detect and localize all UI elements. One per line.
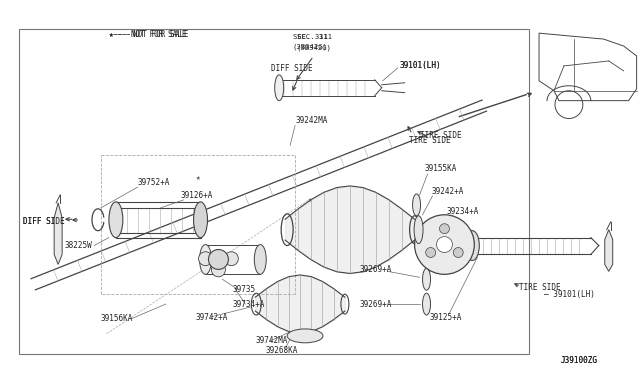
Text: 39269+A: 39269+A: [360, 265, 392, 274]
Circle shape: [225, 252, 238, 266]
Text: ★: ★: [196, 174, 201, 183]
Text: 39234+A: 39234+A: [447, 207, 479, 216]
Text: NOT FOR SALE: NOT FOR SALE: [133, 30, 188, 39]
Ellipse shape: [414, 216, 423, 244]
Ellipse shape: [109, 202, 123, 238]
Text: TIRE SIDE: TIRE SIDE: [420, 131, 461, 140]
Text: 39269+A: 39269+A: [360, 299, 392, 309]
Text: TIRE SIDE: TIRE SIDE: [408, 136, 450, 145]
Text: DIFF SIDE: DIFF SIDE: [271, 64, 313, 73]
Text: ★: ★: [109, 30, 113, 39]
Text: J39100ZG: J39100ZG: [561, 356, 598, 365]
Text: 39734+A: 39734+A: [232, 299, 265, 309]
Text: 39101(LH): 39101(LH): [399, 61, 441, 70]
Text: ★: ★: [109, 30, 113, 39]
Text: 39742MA: 39742MA: [255, 336, 287, 345]
Text: TIRE SIDE: TIRE SIDE: [519, 283, 561, 292]
Text: 39125+A: 39125+A: [429, 312, 462, 321]
Text: SEC. 311: SEC. 311: [292, 34, 328, 40]
Circle shape: [440, 224, 449, 234]
Ellipse shape: [193, 202, 207, 238]
Text: NOT FOR SALE: NOT FOR SALE: [131, 30, 186, 39]
Text: J39100ZG: J39100ZG: [561, 356, 598, 365]
Text: ★: ★: [308, 195, 312, 204]
Polygon shape: [605, 230, 612, 271]
Text: 39101(LH): 39101(LH): [399, 61, 441, 70]
Text: 39268KA: 39268KA: [265, 346, 298, 355]
Ellipse shape: [254, 244, 266, 274]
Circle shape: [209, 250, 228, 269]
Circle shape: [426, 247, 436, 257]
Text: (3B342G): (3B342G): [296, 45, 332, 51]
Text: SEC. 311: SEC. 311: [296, 34, 332, 40]
Circle shape: [436, 237, 452, 253]
Text: 39156KA: 39156KA: [101, 314, 133, 324]
Circle shape: [211, 263, 225, 277]
Text: 39126+A: 39126+A: [180, 192, 213, 201]
Text: 39155KA: 39155KA: [424, 164, 457, 173]
Text: — 39101(LH): — 39101(LH): [544, 290, 595, 299]
Circle shape: [453, 247, 463, 257]
Text: DIFF SIDE: DIFF SIDE: [23, 217, 65, 226]
Ellipse shape: [200, 244, 211, 274]
Text: DIFF SIDE: DIFF SIDE: [23, 217, 65, 226]
Ellipse shape: [275, 75, 284, 101]
Ellipse shape: [422, 293, 431, 315]
Text: 39242+A: 39242+A: [431, 187, 464, 196]
Text: 39752+A: 39752+A: [138, 177, 170, 186]
Circle shape: [198, 252, 212, 266]
Text: (3B342G): (3B342G): [292, 44, 328, 50]
Ellipse shape: [465, 231, 479, 260]
Ellipse shape: [413, 194, 420, 216]
Circle shape: [415, 215, 474, 274]
Polygon shape: [54, 203, 62, 264]
Text: 39735: 39735: [232, 285, 255, 294]
Text: 39742+A: 39742+A: [196, 312, 228, 321]
Ellipse shape: [287, 329, 323, 343]
Text: 38225W: 38225W: [64, 241, 92, 250]
Bar: [19, 29, 529, 354]
Ellipse shape: [422, 268, 431, 290]
Text: 39242MA: 39242MA: [295, 116, 328, 125]
